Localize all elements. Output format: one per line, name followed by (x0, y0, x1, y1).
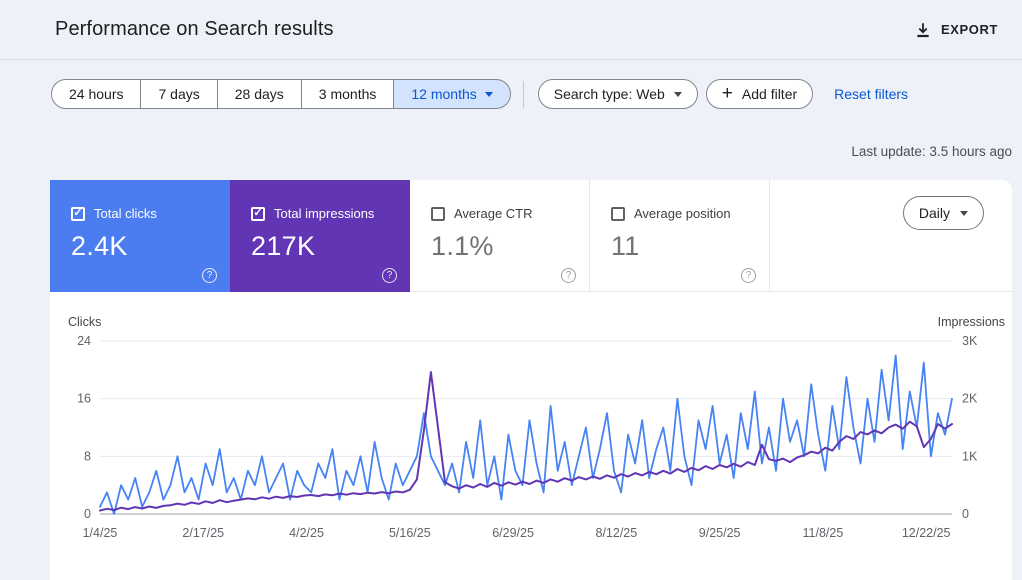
svg-text:12/22/25: 12/22/25 (902, 526, 951, 540)
total-clicks-tile[interactable]: ✓ Total clicks 2.4K ? (50, 180, 230, 292)
svg-text:6/29/25: 6/29/25 (492, 526, 534, 540)
search-type-chip[interactable]: Search type: Web (537, 79, 698, 109)
svg-text:24: 24 (77, 334, 91, 348)
svg-text:0: 0 (84, 507, 91, 521)
average-ctr-tile[interactable]: Average CTR 1.1% ? (410, 180, 590, 292)
metrics-row: ✓ Total clicks 2.4K ? ✓ Total impression… (50, 180, 1012, 292)
svg-text:0: 0 (962, 507, 969, 521)
average-position-value: 11 (611, 231, 640, 261)
svg-text:5/16/25: 5/16/25 (389, 526, 431, 540)
svg-text:16: 16 (77, 392, 91, 406)
range-28-days-button[interactable]: 28 days (216, 79, 302, 109)
svg-text:4/2/25: 4/2/25 (289, 526, 324, 540)
total-impressions-checkbox[interactable]: ✓ (251, 206, 265, 221)
svg-text:9/25/25: 9/25/25 (699, 526, 741, 540)
date-range-segmented-control: 24 hours 7 days 28 days 3 months 12 mont… (51, 79, 511, 109)
export-button[interactable]: EXPORT (906, 15, 1006, 45)
average-ctr-label: Average CTR (454, 206, 533, 221)
export-label: EXPORT (940, 22, 998, 37)
chevron-down-icon (673, 91, 682, 97)
last-update-text: Last update: 3.5 hours ago (851, 144, 1012, 159)
range-24-hours-button[interactable]: 24 hours (51, 79, 142, 109)
reset-filters-link[interactable]: Reset filters (834, 86, 909, 102)
range-12-months-button[interactable]: 12 months (393, 79, 511, 109)
svg-text:2/17/25: 2/17/25 (182, 526, 224, 540)
performance-card: ✓ Total clicks 2.4K ? ✓ Total impression… (50, 180, 1012, 580)
total-clicks-checkbox[interactable]: ✓ (71, 206, 85, 221)
total-clicks-label: Total clicks (94, 206, 157, 221)
svg-text:Impressions: Impressions (938, 315, 1005, 329)
average-position-checkbox[interactable] (611, 206, 625, 221)
average-ctr-checkbox[interactable] (431, 206, 445, 221)
plus-icon: + (721, 82, 733, 104)
add-filter-label: Add filter (741, 86, 798, 102)
chevron-down-icon (484, 91, 493, 97)
svg-text:11/8/25: 11/8/25 (803, 526, 844, 540)
svg-text:8/12/25: 8/12/25 (596, 526, 638, 540)
add-filter-chip[interactable]: + Add filter (705, 79, 814, 109)
chevron-down-icon (960, 210, 968, 216)
help-icon[interactable]: ? (202, 268, 217, 283)
svg-text:3K: 3K (962, 334, 978, 348)
search-type-label: Search type: Web (553, 86, 665, 102)
total-impressions-tile[interactable]: ✓ Total impressions 217K ? (230, 180, 410, 292)
total-impressions-label: Total impressions (274, 206, 375, 221)
svg-text:2K: 2K (962, 392, 978, 406)
filters-divider (522, 80, 524, 108)
svg-text:1K: 1K (962, 449, 978, 463)
range-3-months-button[interactable]: 3 months (300, 79, 395, 109)
chart-area: Clicks Impressions 24 3K 16 2K 8 1K 0 0 1/4/25 2/17… (50, 310, 1012, 547)
average-ctr-value: 1.1% (431, 231, 494, 261)
help-icon[interactable]: ? (741, 268, 756, 283)
top-bar: Performance on Search results EXPORT (0, 0, 1022, 60)
average-position-tile[interactable]: Average position 11 ? (590, 180, 770, 292)
help-icon[interactable]: ? (561, 268, 576, 283)
help-icon[interactable]: ? (382, 268, 397, 283)
average-position-label: Average position (634, 206, 731, 221)
svg-text:1/4/25: 1/4/25 (83, 526, 118, 540)
performance-chart[interactable]: Clicks Impressions 24 3K 16 2K 8 1K 0 0 1/4/25 2/17… (50, 310, 1012, 547)
total-impressions-value: 217K (251, 231, 316, 261)
granularity-label: Daily (918, 205, 950, 221)
download-icon (914, 21, 932, 39)
range-7-days-button[interactable]: 7 days (140, 79, 218, 109)
granularity-dropdown[interactable]: Daily (902, 196, 984, 230)
svg-text:Clicks: Clicks (68, 315, 101, 329)
range-12-months-label: 12 months (411, 86, 477, 102)
svg-text:8: 8 (84, 449, 91, 463)
page-title: Performance on Search results (55, 18, 334, 40)
total-clicks-value: 2.4K (71, 231, 128, 261)
filters-row: 24 hours 7 days 28 days 3 months 12 mont… (51, 79, 1022, 109)
